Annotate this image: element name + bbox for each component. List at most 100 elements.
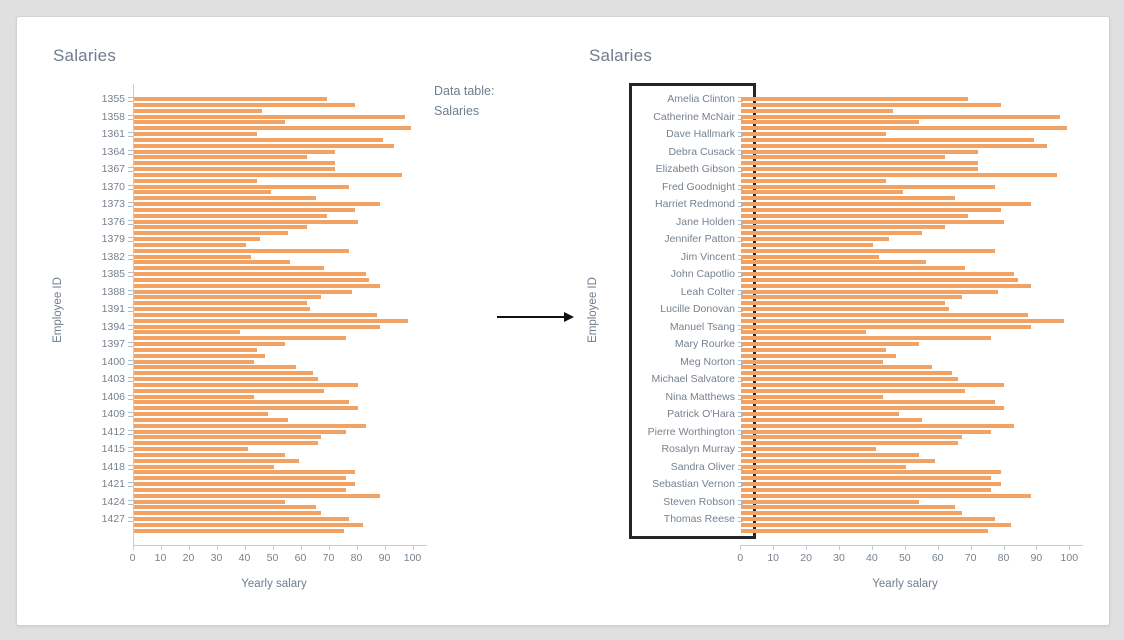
- salary-bar[interactable]: [133, 499, 285, 504]
- salary-bar[interactable]: [133, 231, 288, 236]
- salary-bar[interactable]: [133, 307, 310, 312]
- salary-bar[interactable]: [741, 511, 962, 516]
- salary-bar[interactable]: [741, 248, 995, 253]
- salary-bar[interactable]: [741, 307, 949, 312]
- salary-bar[interactable]: [133, 155, 308, 160]
- salary-bar[interactable]: [133, 476, 347, 481]
- salary-bar[interactable]: [741, 505, 956, 510]
- salary-bar[interactable]: [741, 388, 966, 393]
- salary-bar[interactable]: [741, 272, 1015, 277]
- salary-bar[interactable]: [133, 400, 350, 405]
- salary-bar[interactable]: [133, 242, 246, 247]
- salary-bar[interactable]: [741, 301, 946, 306]
- salary-bar[interactable]: [741, 196, 956, 201]
- salary-bar[interactable]: [133, 388, 324, 393]
- salary-bar[interactable]: [133, 207, 355, 212]
- salary-bar[interactable]: [741, 476, 992, 481]
- salary-bar[interactable]: [741, 289, 998, 294]
- salary-bar[interactable]: [133, 225, 308, 230]
- salary-bar[interactable]: [133, 324, 380, 329]
- salary-bar[interactable]: [133, 429, 347, 434]
- salary-bar[interactable]: [133, 312, 378, 317]
- salary-bar[interactable]: [133, 202, 380, 207]
- salary-bar[interactable]: [133, 213, 327, 218]
- salary-bar[interactable]: [133, 132, 257, 136]
- salary-bar[interactable]: [133, 412, 268, 417]
- salary-bar[interactable]: [741, 377, 959, 382]
- salary-bar[interactable]: [741, 202, 1031, 207]
- salary-bar[interactable]: [741, 260, 926, 265]
- salary-bar[interactable]: [741, 254, 880, 259]
- salary-bar[interactable]: [741, 108, 893, 113]
- salary-bar[interactable]: [741, 132, 887, 136]
- salary-bar[interactable]: [133, 237, 260, 242]
- salary-bar[interactable]: [133, 272, 366, 277]
- salary-bar[interactable]: [133, 517, 350, 522]
- salary-bar[interactable]: [741, 528, 989, 533]
- salary-bar[interactable]: [133, 336, 347, 341]
- salary-bar[interactable]: [741, 295, 962, 300]
- salary-bar[interactable]: [741, 336, 992, 341]
- salary-bar[interactable]: [133, 377, 319, 382]
- salary-bar[interactable]: [741, 318, 1064, 323]
- salary-bar[interactable]: [741, 167, 979, 172]
- salary-bar[interactable]: [133, 330, 240, 335]
- salary-bar[interactable]: [741, 487, 992, 492]
- salary-bar[interactable]: [133, 172, 403, 177]
- salary-bar[interactable]: [133, 143, 394, 148]
- salary-bar[interactable]: [133, 365, 296, 370]
- salary-bar[interactable]: [741, 330, 867, 335]
- salary-bar[interactable]: [741, 522, 1012, 527]
- salary-bar[interactable]: [133, 482, 355, 487]
- salary-bar[interactable]: [741, 493, 1031, 498]
- salary-bar[interactable]: [133, 505, 316, 510]
- salary-bar[interactable]: [133, 126, 411, 131]
- salary-bar[interactable]: [133, 493, 380, 498]
- salary-bar[interactable]: [741, 359, 883, 364]
- salary-bar[interactable]: [741, 452, 919, 457]
- salary-bar[interactable]: [133, 458, 299, 463]
- salary-bar[interactable]: [741, 517, 995, 522]
- salary-bar[interactable]: [133, 347, 257, 352]
- salary-bar[interactable]: [133, 318, 408, 323]
- salary-bar[interactable]: [741, 237, 890, 242]
- salary-bar[interactable]: [133, 196, 316, 201]
- salary-bar[interactable]: [741, 464, 906, 469]
- salary-bar[interactable]: [741, 213, 969, 218]
- salary-bar[interactable]: [741, 406, 1005, 411]
- salary-bar[interactable]: [741, 435, 962, 440]
- salary-bar[interactable]: [133, 120, 285, 125]
- salary-bar[interactable]: [133, 528, 344, 533]
- salary-bar[interactable]: [741, 277, 1018, 282]
- salary-bar[interactable]: [741, 242, 873, 247]
- salary-bar[interactable]: [741, 417, 923, 422]
- salary-bar[interactable]: [133, 371, 313, 376]
- salary-bar[interactable]: [133, 102, 355, 107]
- salary-bar[interactable]: [741, 324, 1031, 329]
- salary-bar[interactable]: [133, 219, 358, 224]
- salary-bar[interactable]: [133, 447, 249, 452]
- salary-bar[interactable]: [741, 190, 903, 195]
- salary-bar[interactable]: [741, 184, 995, 189]
- salary-bar[interactable]: [741, 429, 992, 434]
- salary-bar[interactable]: [133, 511, 322, 516]
- salary-bar[interactable]: [133, 184, 350, 189]
- salary-bar[interactable]: [133, 97, 327, 101]
- salary-bar[interactable]: [133, 342, 285, 347]
- salary-bar[interactable]: [133, 149, 336, 154]
- salary-bar[interactable]: [133, 464, 274, 469]
- salary-bar[interactable]: [133, 301, 308, 306]
- salary-bar[interactable]: [741, 353, 896, 358]
- salary-bar[interactable]: [741, 225, 946, 230]
- salary-bar[interactable]: [133, 161, 336, 166]
- salary-bar[interactable]: [741, 283, 1031, 288]
- salary-bar[interactable]: [133, 382, 358, 387]
- salary-bar[interactable]: [133, 452, 285, 457]
- salary-bar[interactable]: [741, 161, 979, 166]
- salary-bar[interactable]: [133, 289, 352, 294]
- salary-bar[interactable]: [741, 365, 933, 370]
- salary-bar[interactable]: [133, 423, 366, 428]
- salary-bar[interactable]: [741, 400, 995, 405]
- salary-bar[interactable]: [741, 102, 1002, 107]
- salary-bar[interactable]: [133, 441, 319, 446]
